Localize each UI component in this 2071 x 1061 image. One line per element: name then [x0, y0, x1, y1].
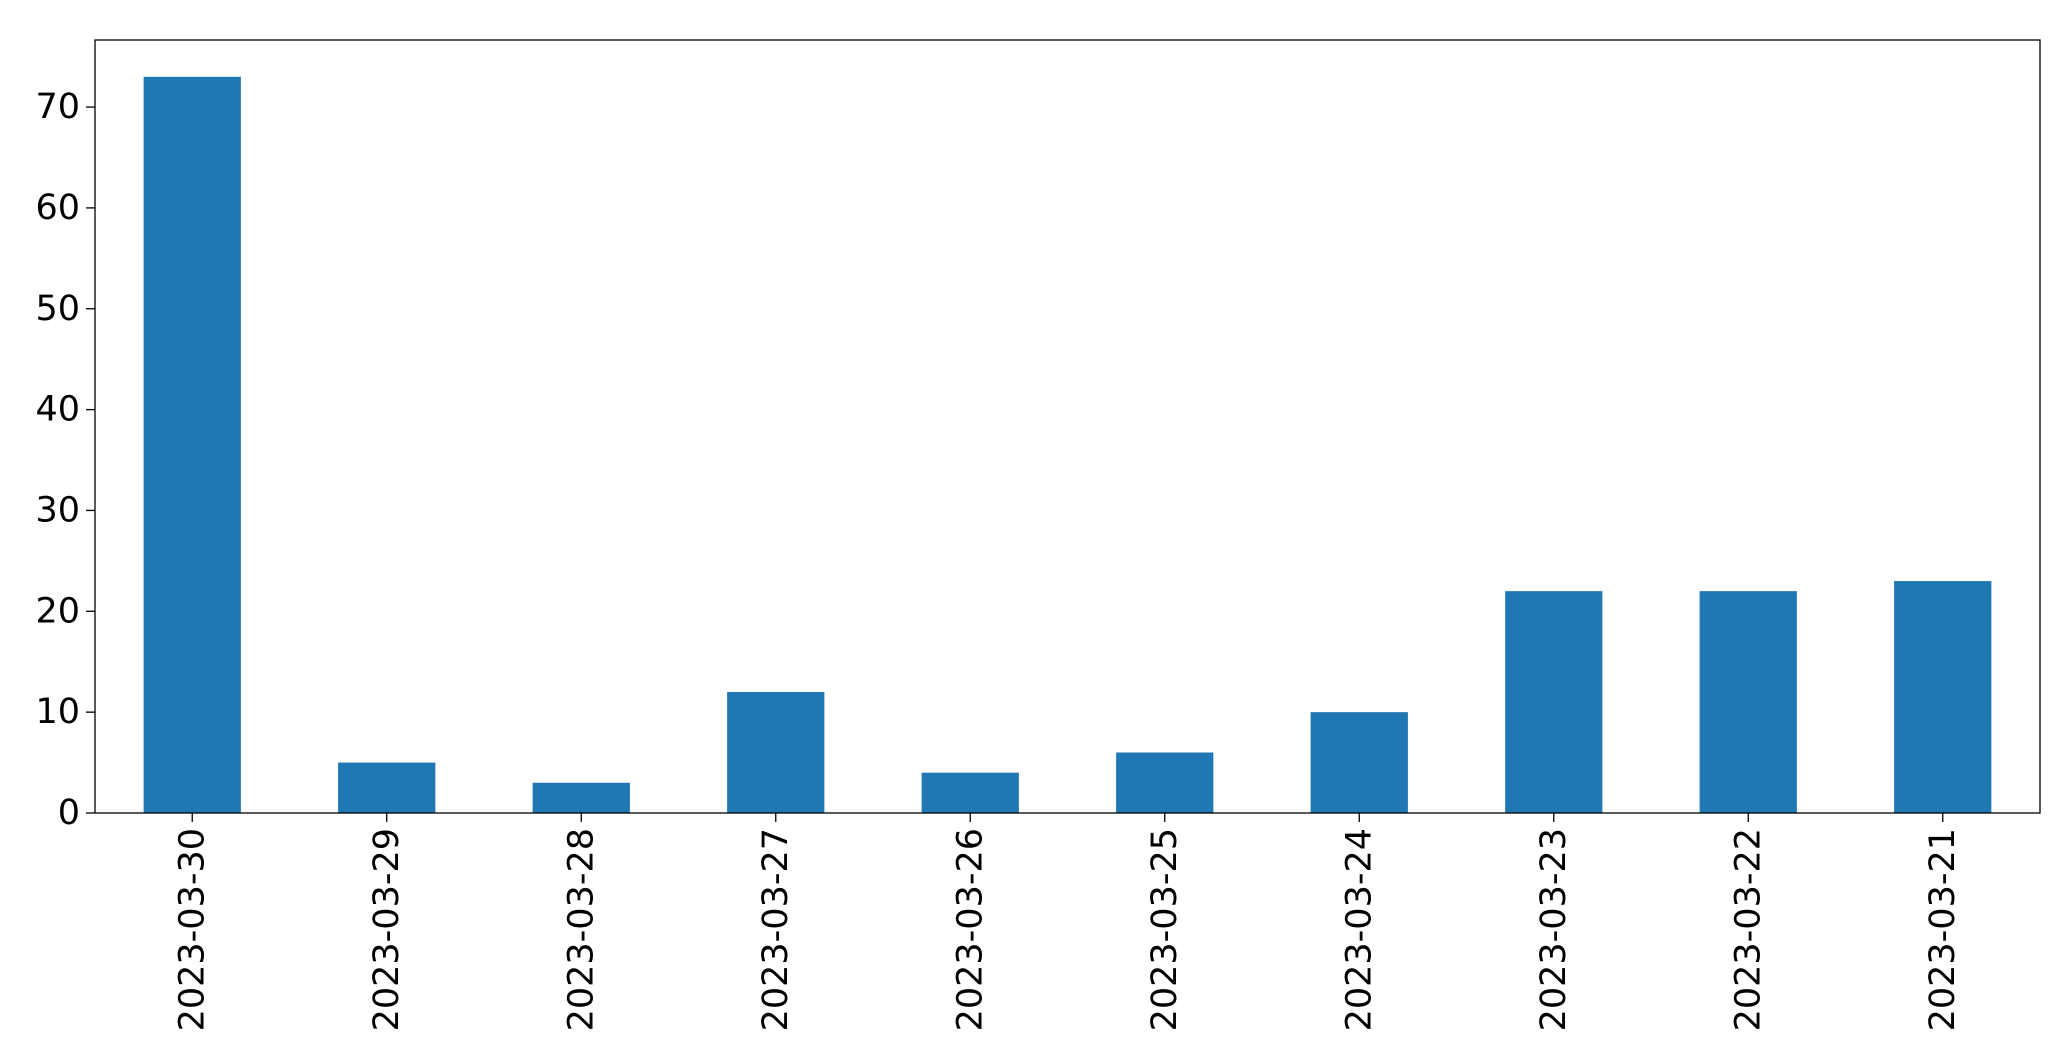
y-tick-label: 50 [35, 289, 80, 329]
x-tick-label: 2023-03-26 [950, 828, 990, 1031]
bar-2023-03-21 [1894, 581, 1992, 813]
bar-2023-03-22 [1699, 591, 1797, 813]
bar-2023-03-30 [143, 76, 241, 814]
y-axis: 0 10 20 30 40 50 60 70 [35, 87, 95, 833]
y-tick-label: 20 [35, 591, 80, 631]
bar-2023-03-27 [727, 691, 825, 813]
bars-group [143, 76, 1992, 814]
y-tick-label: 70 [35, 87, 80, 127]
bar-2023-03-25 [1116, 752, 1214, 813]
x-tick-label: 2023-03-21 [1923, 828, 1963, 1031]
bar-2023-03-26 [921, 772, 1019, 813]
plot-frame [94, 39, 2041, 814]
bar-2023-03-28 [532, 782, 630, 813]
bar-2023-03-23 [1505, 591, 1603, 813]
y-tick-label: 60 [35, 188, 80, 228]
x-tick-label: 2023-03-29 [367, 828, 407, 1031]
bar-2023-03-29 [338, 762, 436, 813]
x-tick-label: 2023-03-27 [756, 828, 796, 1031]
y-tick-label: 10 [35, 692, 80, 732]
y-tick-label: 0 [58, 793, 80, 833]
y-tick-label: 40 [35, 390, 80, 430]
x-tick-label: 2023-03-22 [1728, 828, 1768, 1031]
x-tick-label: 2023-03-28 [561, 828, 601, 1031]
x-tick-label: 2023-03-24 [1339, 828, 1379, 1031]
x-tick-label: 2023-03-30 [172, 828, 212, 1031]
x-tick-label: 2023-03-23 [1534, 828, 1574, 1031]
x-axis: 2023-03-30 2023-03-29 2023-03-28 2023-03-27… [172, 813, 1963, 1031]
y-tick-label: 30 [35, 490, 80, 530]
x-tick-label: 2023-03-25 [1145, 828, 1185, 1031]
bar-2023-03-24 [1310, 712, 1408, 813]
